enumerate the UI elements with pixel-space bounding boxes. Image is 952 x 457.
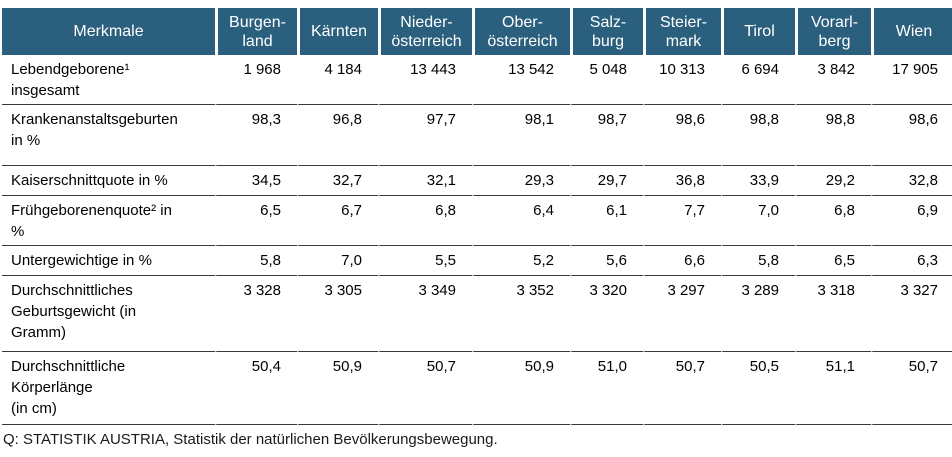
data-cell-oberoesterreich: 50,9 (472, 352, 570, 425)
data-cell-wien: 98,6 (871, 105, 952, 166)
data-cell-vorarlberg: 51,1 (795, 352, 871, 425)
data-cell-wien: 32,8 (871, 166, 952, 196)
column-header-merkmale: Merkmale (2, 8, 215, 55)
data-cell-niederoesterreich: 5,5 (378, 246, 472, 276)
data-cell-burgenland: 5,8 (215, 246, 297, 276)
data-cell-salzburg: 5 048 (570, 55, 643, 105)
data-cell-wien: 17 905 (871, 55, 952, 105)
data-cell-oberoesterreich: 13 542 (472, 55, 570, 105)
data-cell-oberoesterreich: 3 352 (472, 276, 570, 352)
data-cell-wien: 50,7 (871, 352, 952, 425)
row-label: Lebendgeborene¹ insgesamt (2, 55, 215, 105)
data-cell-tirol: 50,5 (721, 352, 795, 425)
column-header-wien: Wien (871, 8, 952, 55)
data-cell-kaernten: 7,0 (297, 246, 378, 276)
table-row: Kaiserschnittquote in % 34,5 32,7 32,1 29,3 2… (2, 166, 952, 196)
column-header-kaernten: Kärnten (297, 8, 378, 55)
table-row: Frühgeborenenquote² in % 6,5 6,7 6,8 6,4 6,1 7… (2, 196, 952, 246)
table-header-row: Merkmale Burgen- land Kärnten Nieder- öster… (2, 8, 952, 55)
data-cell-oberoesterreich: 6,4 (472, 196, 570, 246)
data-cell-salzburg: 98,7 (570, 105, 643, 166)
data-cell-tirol: 6 694 (721, 55, 795, 105)
data-cell-salzburg: 29,7 (570, 166, 643, 196)
column-header-salzburg: Salz- burg (570, 8, 643, 55)
data-cell-steiermark: 7,7 (643, 196, 721, 246)
table-row: Lebendgeborene¹ insgesamt 1 968 4 184 13 44… (2, 55, 952, 105)
data-cell-steiermark: 3 297 (643, 276, 721, 352)
data-cell-vorarlberg: 29,2 (795, 166, 871, 196)
data-cell-burgenland: 3 328 (215, 276, 297, 352)
data-cell-vorarlberg: 98,8 (795, 105, 871, 166)
data-cell-salzburg: 5,6 (570, 246, 643, 276)
data-cell-steiermark: 10 313 (643, 55, 721, 105)
column-header-oberoesterreich: Ober- österreich (472, 8, 570, 55)
column-header-steiermark: Steier- mark (643, 8, 721, 55)
row-label: Durchschnittliche Körperlänge (in cm) (2, 352, 215, 425)
data-cell-niederoesterreich: 97,7 (378, 105, 472, 166)
table-body: Lebendgeborene¹ insgesamt 1 968 4 184 13 44… (2, 55, 952, 425)
column-header-vorarlberg: Vorarl- berg (795, 8, 871, 55)
column-header-burgenland: Burgen- land (215, 8, 297, 55)
data-cell-niederoesterreich: 50,7 (378, 352, 472, 425)
data-cell-burgenland: 1 968 (215, 55, 297, 105)
column-header-niederoesterreich: Nieder- österreich (378, 8, 472, 55)
data-cell-tirol: 98,8 (721, 105, 795, 166)
data-cell-kaernten: 4 184 (297, 55, 378, 105)
data-cell-kaernten: 3 305 (297, 276, 378, 352)
data-cell-tirol: 5,8 (721, 246, 795, 276)
data-cell-niederoesterreich: 13 443 (378, 55, 472, 105)
data-cell-oberoesterreich: 5,2 (472, 246, 570, 276)
data-cell-kaernten: 50,9 (297, 352, 378, 425)
table-row: Durchschnittliches Geburtsgewicht (in Gr… (2, 276, 952, 352)
data-cell-salzburg: 51,0 (570, 352, 643, 425)
data-cell-tirol: 3 289 (721, 276, 795, 352)
data-cell-vorarlberg: 6,8 (795, 196, 871, 246)
data-cell-burgenland: 6,5 (215, 196, 297, 246)
data-cell-steiermark: 50,7 (643, 352, 721, 425)
data-cell-oberoesterreich: 98,1 (472, 105, 570, 166)
data-cell-kaernten: 32,7 (297, 166, 378, 196)
row-label: Durchschnittliches Geburtsgewicht (in Gr… (2, 276, 215, 352)
data-cell-burgenland: 98,3 (215, 105, 297, 166)
data-cell-wien: 3 327 (871, 276, 952, 352)
table-row: Krankenanstaltsgeburten in % 98,3 96,8 97,7… (2, 105, 952, 166)
table-row: Untergewichtige in % 5,8 7,0 5,5 5,2 5,6 6,6 5,… (2, 246, 952, 276)
data-cell-burgenland: 50,4 (215, 352, 297, 425)
data-cell-vorarlberg: 3 842 (795, 55, 871, 105)
source-note: Q: STATISTIK AUSTRIA, Statistik der natü… (3, 431, 498, 448)
data-cell-wien: 6,3 (871, 246, 952, 276)
table-row: Durchschnittliche Körperlänge (in cm) 50,… (2, 352, 952, 425)
row-label: Frühgeborenenquote² in % (2, 196, 215, 246)
birth-statistics-table: Merkmale Burgen- land Kärnten Nieder- öster… (2, 8, 952, 425)
row-label: Untergewichtige in % (2, 246, 215, 276)
data-cell-kaernten: 6,7 (297, 196, 378, 246)
data-cell-salzburg: 3 320 (570, 276, 643, 352)
data-cell-steiermark: 98,6 (643, 105, 721, 166)
row-label: Kaiserschnittquote in % (2, 166, 215, 196)
data-cell-wien: 6,9 (871, 196, 952, 246)
data-cell-salzburg: 6,1 (570, 196, 643, 246)
data-cell-tirol: 33,9 (721, 166, 795, 196)
data-cell-vorarlberg: 6,5 (795, 246, 871, 276)
row-label: Krankenanstaltsgeburten in % (2, 105, 215, 166)
data-cell-kaernten: 96,8 (297, 105, 378, 166)
data-cell-burgenland: 34,5 (215, 166, 297, 196)
data-cell-steiermark: 36,8 (643, 166, 721, 196)
column-header-tirol: Tirol (721, 8, 795, 55)
data-cell-steiermark: 6,6 (643, 246, 721, 276)
data-cell-niederoesterreich: 3 349 (378, 276, 472, 352)
data-cell-oberoesterreich: 29,3 (472, 166, 570, 196)
data-cell-niederoesterreich: 6,8 (378, 196, 472, 246)
data-cell-tirol: 7,0 (721, 196, 795, 246)
data-cell-niederoesterreich: 32,1 (378, 166, 472, 196)
data-cell-vorarlberg: 3 318 (795, 276, 871, 352)
